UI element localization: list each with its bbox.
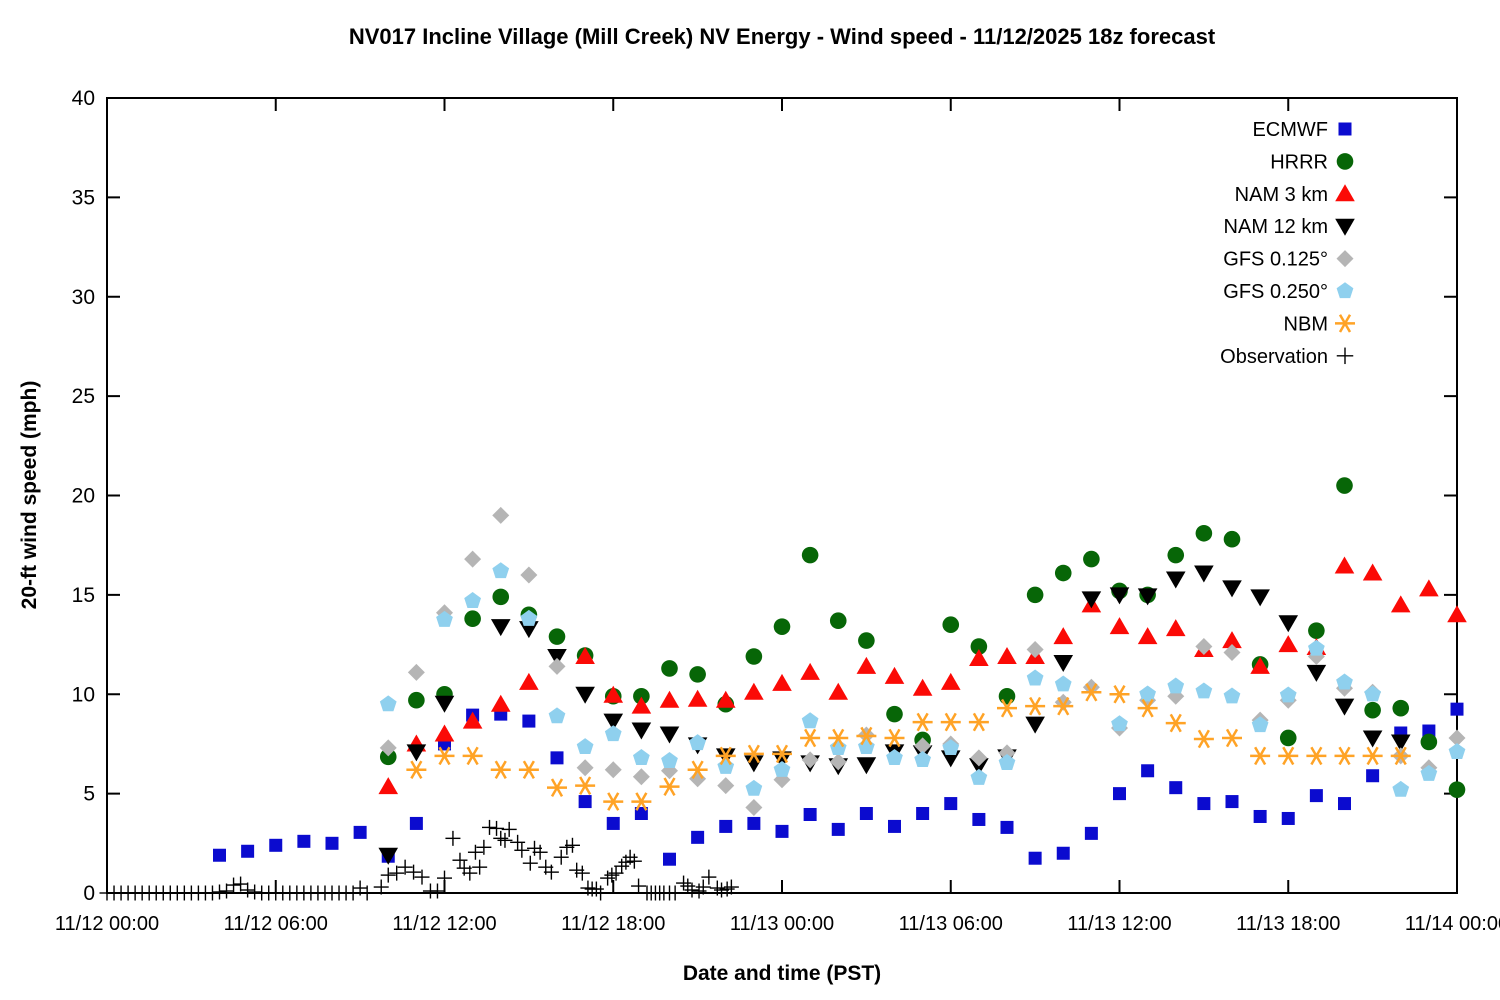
svg-text:11/12 18:00: 11/12 18:00 — [561, 913, 665, 935]
svg-text:15: 15 — [72, 584, 95, 607]
svg-text:GFS 0.250°: GFS 0.250° — [1223, 281, 1328, 303]
svg-text:11/13 06:00: 11/13 06:00 — [899, 913, 1003, 935]
svg-text:11/13 00:00: 11/13 00:00 — [730, 913, 834, 935]
svg-text:11/12 00:00: 11/12 00:00 — [55, 913, 159, 935]
svg-text:5: 5 — [83, 783, 95, 806]
svg-text:35: 35 — [72, 186, 95, 209]
svg-text:ECMWF: ECMWF — [1252, 119, 1328, 141]
svg-text:HRRR: HRRR — [1270, 151, 1328, 173]
svg-text:Observation: Observation — [1220, 346, 1328, 368]
svg-text:11/14 00:00: 11/14 00:00 — [1405, 913, 1500, 935]
svg-text:40: 40 — [72, 87, 95, 110]
svg-text:NAM 12 km: NAM 12 km — [1224, 216, 1328, 238]
svg-text:10: 10 — [72, 683, 95, 706]
svg-text:NAM 3 km: NAM 3 km — [1235, 184, 1328, 206]
svg-text:25: 25 — [72, 385, 95, 408]
chart-title: NV017 Incline Village (Mill Creek) NV En… — [348, 24, 1216, 49]
svg-text:11/12 06:00: 11/12 06:00 — [224, 913, 328, 935]
x-axis-title: Date and time (PST) — [682, 962, 882, 985]
svg-text:30: 30 — [72, 286, 95, 309]
svg-text:11/13 12:00: 11/13 12:00 — [1067, 913, 1171, 935]
svg-text:GFS 0.125°: GFS 0.125° — [1223, 249, 1328, 271]
svg-text:0: 0 — [83, 882, 95, 905]
svg-text:11/12 12:00: 11/12 12:00 — [392, 913, 496, 935]
svg-text:NBM: NBM — [1284, 313, 1328, 335]
svg-text:20: 20 — [72, 485, 95, 508]
svg-text:11/13 18:00: 11/13 18:00 — [1236, 913, 1340, 935]
